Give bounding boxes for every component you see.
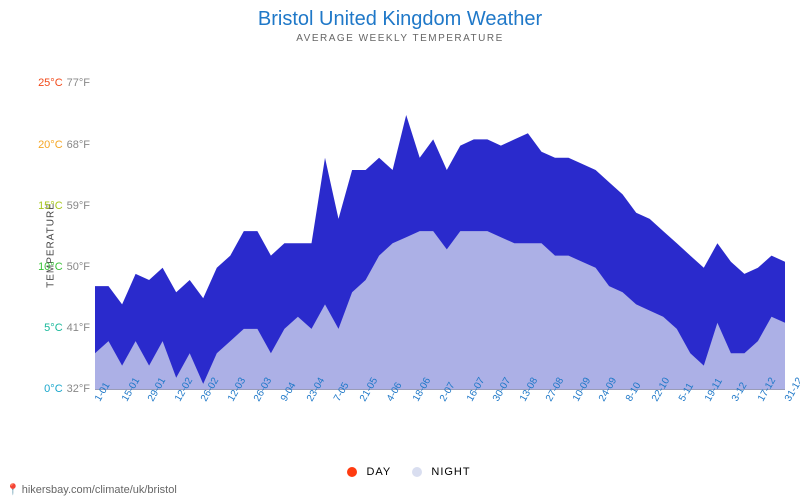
x-ticks: 1-0115-0129-0112-0226-0212-0326-039-0423…	[95, 390, 785, 440]
plot-area	[95, 60, 785, 390]
chart-subtitle: AVERAGE WEEKLY TEMPERATURE	[0, 31, 800, 44]
legend-dot-day	[347, 467, 357, 477]
legend: DAY NIGHT	[0, 466, 800, 478]
y-tick: 20°C68°F	[24, 139, 90, 151]
legend-label-day: DAY	[366, 466, 391, 478]
y-tick: 10°C50°F	[24, 261, 90, 273]
chart-container: TEMPERATURE 0°C32°F 5°C41°F 10°C50°F 15°C59…	[0, 50, 800, 440]
legend-label-night: NIGHT	[431, 466, 470, 478]
attribution: 📍hikersbay.com/climate/uk/bristol	[6, 483, 177, 496]
y-tick: 5°C41°F	[24, 322, 90, 334]
y-axis-label: TEMPERATURE	[45, 202, 56, 288]
area-chart-svg	[95, 60, 785, 390]
chart-title: Bristol United Kingdom Weather	[0, 0, 800, 31]
attribution-text: hikersbay.com/climate/uk/bristol	[22, 484, 177, 496]
y-tick: 15°C59°F	[24, 200, 90, 212]
y-tick: 0°C32°F	[24, 383, 90, 395]
x-tick: 31-12	[783, 376, 800, 404]
legend-dot-night	[412, 467, 422, 477]
pin-icon: 📍	[6, 484, 20, 496]
y-tick: 25°C77°F	[24, 77, 90, 89]
